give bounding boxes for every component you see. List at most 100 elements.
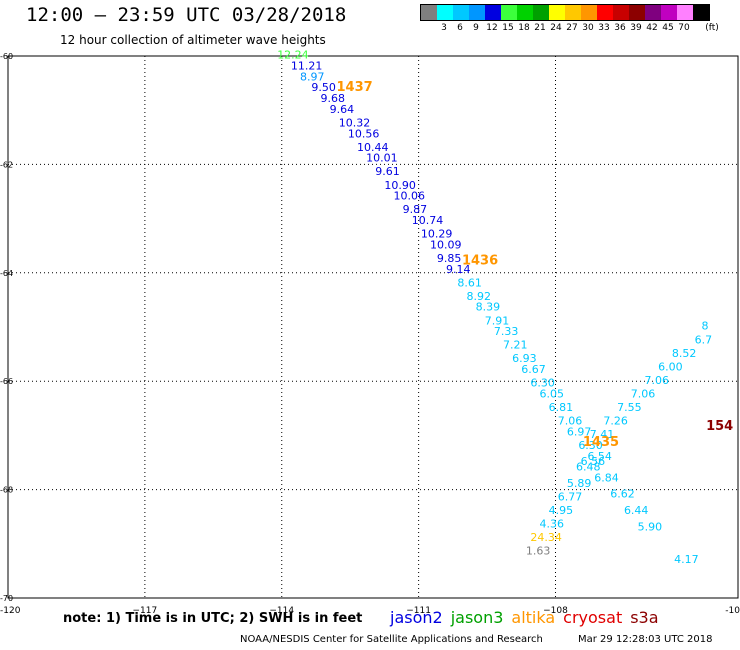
- x-tick-label: -120: [0, 606, 21, 616]
- wave-height-point: 6.97: [567, 425, 592, 438]
- legend-tick-label: 42: [646, 23, 658, 33]
- wave-height-point: 6.05: [540, 387, 565, 400]
- color-legend: 3 6 9 12 15 18 21 24 27 30 33 36 39 42 45 70 (ft): [420, 4, 719, 35]
- legend-swatch: [549, 5, 565, 20]
- wave-height-point: 4.17: [674, 553, 699, 566]
- legend-labels: 3 6 9 12 15 18 21 24 27 30 33 36 39 42 45 70 (ft): [420, 21, 719, 35]
- wave-height-point: 7.21: [503, 339, 528, 352]
- wave-height-point: 7.33: [494, 325, 519, 338]
- wave-height-point: 6.56: [581, 455, 606, 468]
- wave-height-point: 6.77: [558, 490, 583, 503]
- wave-height-point: 6.44: [624, 504, 649, 517]
- chart-title: 12:00 – 23:59 UTC 03/28/2018: [26, 4, 347, 26]
- wave-height-point: 6.81: [549, 401, 574, 414]
- legend-swatch: [581, 5, 597, 20]
- wave-height-point: 10.56: [348, 127, 380, 140]
- legend-tick-label: 24: [550, 23, 562, 33]
- wave-height-point: 6.00: [658, 360, 683, 373]
- wave-height-point: 6.30: [530, 377, 555, 390]
- legend-swatch: [517, 5, 533, 20]
- wave-height-point: 7.26: [603, 415, 628, 428]
- wave-height-point: 6.54: [587, 450, 612, 463]
- x-tick-label: −111: [406, 606, 431, 616]
- generated-timestamp: Mar 29 12:28:03 UTC 2018: [578, 634, 713, 645]
- wave-height-point: 9.14: [446, 263, 471, 276]
- wave-height-point: 9.61: [375, 165, 400, 178]
- wave-height-point: 9.64: [330, 103, 355, 116]
- legend-tick-label: 15: [502, 23, 514, 33]
- credit-text: NOAA/NESDIS Center for Satellite Applica…: [240, 634, 543, 645]
- wave-height-point: 10.06: [394, 190, 426, 203]
- pass-time-label: 1435: [583, 435, 619, 450]
- wave-height-point: 12.24: [277, 49, 309, 62]
- wave-height-point: 9.68: [321, 92, 346, 105]
- legend-unit-label: (ft): [705, 23, 719, 33]
- wave-height-point: 10.74: [412, 214, 444, 227]
- wave-height-point: 10.32: [339, 116, 371, 129]
- satellite-label: s3a: [630, 608, 659, 627]
- wave-height-point: 8: [702, 320, 709, 333]
- legend-tick-label: 27: [566, 23, 578, 33]
- wave-height-point: 8.52: [672, 347, 697, 360]
- legend-swatch: [661, 5, 677, 20]
- wave-height-point: 5.89: [567, 477, 592, 490]
- wave-height-point: 7.06: [644, 374, 669, 387]
- wave-height-point: 9.50: [311, 81, 336, 94]
- wave-height-point: 7.06: [631, 387, 656, 400]
- footer-note: note: 1) Time is in UTC; 2) SWH is in fe…: [63, 611, 363, 626]
- legend-swatch: [421, 5, 437, 20]
- legend-swatch: [485, 5, 501, 20]
- legend-swatch: [597, 5, 613, 20]
- satellite-label: jason3: [450, 608, 504, 627]
- legend-tick-label: 45: [662, 23, 674, 33]
- legend-tick-label: 30: [582, 23, 594, 33]
- wave-height-point: 9.85: [437, 252, 462, 265]
- legend-tick-label: 70: [678, 23, 690, 33]
- satellite-label: altika: [511, 608, 556, 627]
- x-tick-label: −117: [133, 606, 158, 616]
- wave-height-point: 10.09: [430, 238, 462, 251]
- wave-height-point: 6.67: [521, 363, 546, 376]
- wave-height-point: 8.92: [467, 290, 492, 303]
- legend-swatch: [469, 5, 485, 20]
- y-tick-label: -68: [0, 486, 13, 495]
- y-tick-label: -66: [0, 377, 13, 386]
- legend-tick-label: 3: [441, 23, 447, 33]
- legend-swatch: [501, 5, 517, 20]
- wave-height-point: 6.48: [576, 461, 601, 474]
- legend-swatch: [453, 5, 469, 20]
- legend-tick-label: 21: [534, 23, 546, 33]
- wave-height-point: 10.01: [366, 152, 398, 165]
- y-tick-label: -70: [0, 594, 13, 603]
- legend-swatch: [677, 5, 693, 20]
- wave-height-point: 7.06: [558, 415, 583, 428]
- legend-tick-label: 36: [614, 23, 626, 33]
- pass-time-label: 1436: [462, 254, 498, 269]
- legend-tick-label: 12: [486, 23, 498, 33]
- pass-time-label: 154: [706, 419, 733, 434]
- satellite-label: cryosat: [563, 608, 623, 627]
- wave-height-point: 10.90: [384, 179, 416, 192]
- wave-height-point: 1.63: [526, 545, 551, 558]
- pass-time-label: 1437: [337, 80, 373, 95]
- x-tick-label: −114: [269, 606, 294, 616]
- wave-height-point: 8.61: [457, 276, 482, 289]
- legend-color-scale: [420, 4, 710, 21]
- y-tick-label: -64: [0, 269, 13, 278]
- satellite-legend: jason2 jason3 altika cryosat s3a: [390, 608, 667, 627]
- satellite-label: jason2: [390, 608, 443, 627]
- legend-swatch: [533, 5, 549, 20]
- legend-tick-label: 39: [630, 23, 642, 33]
- y-tick-label: -60: [0, 52, 13, 61]
- wave-height-point: 6.62: [610, 488, 635, 501]
- wave-height-point: 8.97: [300, 70, 325, 83]
- legend-swatch: [437, 5, 453, 20]
- wave-height-point: 6.30: [578, 439, 603, 452]
- legend-tick-label: 9: [473, 23, 479, 33]
- legend-swatch: [629, 5, 645, 20]
- wave-height-point: 6.84: [594, 471, 619, 484]
- legend-swatch: [645, 5, 661, 20]
- x-tick-label: -10: [725, 606, 740, 616]
- wave-height-point: 11.21: [291, 60, 323, 73]
